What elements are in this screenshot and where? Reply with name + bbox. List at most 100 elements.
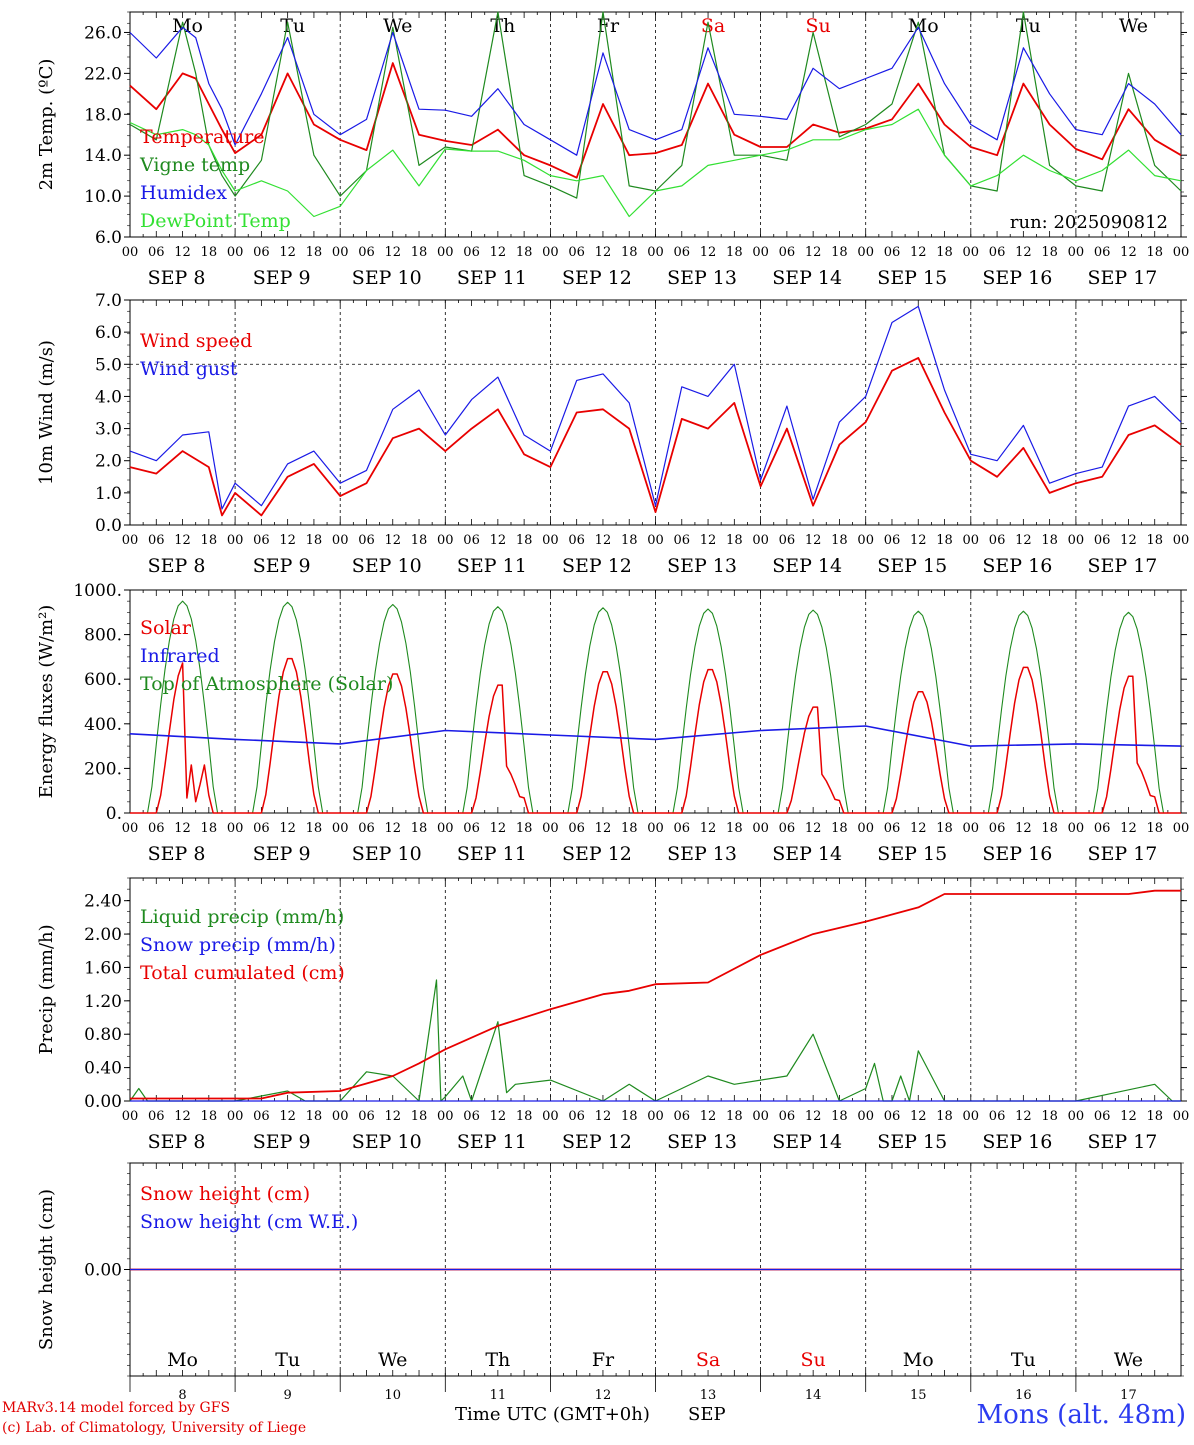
hour-tick-label: 18 [411,821,428,836]
y-tick-label: 2.40 [84,892,122,912]
date-label: SEP 8 [148,555,206,577]
y-tick-label: 600. [84,670,122,690]
date-label: SEP 17 [1088,555,1158,577]
y-tick-label: 0.40 [84,1059,122,1079]
hour-tick-label: 06 [674,245,691,260]
y-axis-label: 10m Wind (m/s) [36,340,57,485]
hour-tick-label: 00 [1173,821,1190,836]
series-temperature [129,62,1182,179]
hour-tick-label: 00 [542,821,559,836]
date-label: SEP 8 [148,843,206,865]
hour-tick-label: 18 [726,821,743,836]
hour-tick-label: 06 [568,245,585,260]
series-wind-speed [129,356,1182,517]
date-label: SEP 9 [253,267,311,289]
day-number: 10 [384,1388,401,1403]
series-vigne-temp [129,11,1182,199]
hour-tick-label: 00 [437,245,454,260]
hour-tick-label: 06 [674,821,691,836]
hour-tick-label: 06 [884,821,901,836]
hour-tick-label: 00 [332,1109,349,1124]
hour-tick-label: 12 [490,821,507,836]
hour-tick-label: 18 [306,245,323,260]
date-label: SEP 8 [148,267,206,289]
hour-tick-label: 00 [963,533,980,548]
y-axis-label: Precip (mm/h) [36,924,57,1054]
hour-tick-label: 12 [174,821,191,836]
hour-tick-label: 12 [384,245,401,260]
date-label: SEP 17 [1088,843,1158,865]
hour-tick-label: 12 [1015,245,1032,260]
date-label: SEP 17 [1088,1131,1158,1153]
date-label: SEP 11 [457,555,527,577]
date-label: SEP 9 [253,843,311,865]
date-label: SEP 15 [877,555,947,577]
day-number: 12 [595,1388,612,1403]
hour-tick-label: 00 [1068,821,1085,836]
hour-tick-label: 18 [1041,821,1058,836]
hour-tick-label: 06 [358,245,375,260]
hour-tick-label: 12 [384,821,401,836]
hour-tick-label: 06 [779,1109,796,1124]
y-tick-label: 200. [84,759,122,779]
day-label: Mo [903,1349,934,1371]
hour-tick-label: 18 [516,245,533,260]
hour-tick-label: 06 [779,821,796,836]
hour-tick-label: 06 [568,821,585,836]
hour-tick-label: 18 [516,533,533,548]
series-solar [130,657,1181,814]
hour-tick-label: 00 [1173,245,1190,260]
y-tick-label: 6.0 [95,323,122,343]
y-tick-label: 6.0 [95,228,122,248]
month-label: SEP [688,1404,726,1425]
date-label: SEP 9 [253,555,311,577]
hour-tick-label: 06 [989,821,1006,836]
hour-tick-label: 18 [831,245,848,260]
hour-tick-label: 12 [1120,821,1137,836]
plot-frame-wind [129,299,1182,526]
hour-tick-label: 06 [989,533,1006,548]
lab-credit: (c) Lab. of Climatology, University of L… [2,1420,307,1436]
date-label: SEP 15 [877,267,947,289]
hour-tick-label: 06 [884,533,901,548]
y-tick-label: 1.20 [84,992,122,1012]
hour-tick-label: 00 [857,245,874,260]
hour-tick-label: 00 [122,821,139,836]
hour-tick-label: 12 [910,1109,927,1124]
date-label: SEP 12 [562,267,632,289]
hour-tick-label: 06 [568,533,585,548]
hour-tick-label: 18 [1041,533,1058,548]
hour-tick-label: 18 [1146,1109,1163,1124]
hour-tick-label: 12 [174,1109,191,1124]
hour-tick-label: 06 [358,533,375,548]
hour-tick-label: 00 [542,245,559,260]
date-label: SEP 13 [667,267,737,289]
y-tick-label: 0.00 [84,1092,122,1112]
hour-tick-label: 00 [332,245,349,260]
y-tick-label: 0.80 [84,1025,122,1045]
hour-tick-label: 12 [805,1109,822,1124]
hour-tick-label: 18 [726,1109,743,1124]
date-label: SEP 15 [877,1131,947,1153]
date-label: SEP 11 [457,1131,527,1153]
y-tick-label: 3.0 [95,420,122,440]
day-label: We [1119,15,1148,37]
hour-tick-label: 12 [279,533,296,548]
legend-entry: Solar [140,617,192,639]
hour-tick-label: 18 [831,1109,848,1124]
day-label: Tu [280,15,305,37]
hour-tick-label: 12 [910,821,927,836]
legend-entry: Top of Atmosphere (Solar) [140,673,393,695]
hour-tick-label: 00 [963,821,980,836]
day-number: 17 [1120,1388,1137,1403]
y-axis-label: 2m Temp. (ºC) [36,59,57,191]
hour-tick-label: 00 [647,245,664,260]
hour-tick-label: 00 [227,1109,244,1124]
hour-tick-label: 12 [1120,1109,1137,1124]
hour-tick-label: 12 [700,821,717,836]
hour-tick-label: 18 [1146,533,1163,548]
hour-tick-label: 18 [936,821,953,836]
y-tick-label: 400. [84,715,122,735]
hour-tick-label: 18 [621,245,638,260]
day-label: We [378,1349,407,1371]
